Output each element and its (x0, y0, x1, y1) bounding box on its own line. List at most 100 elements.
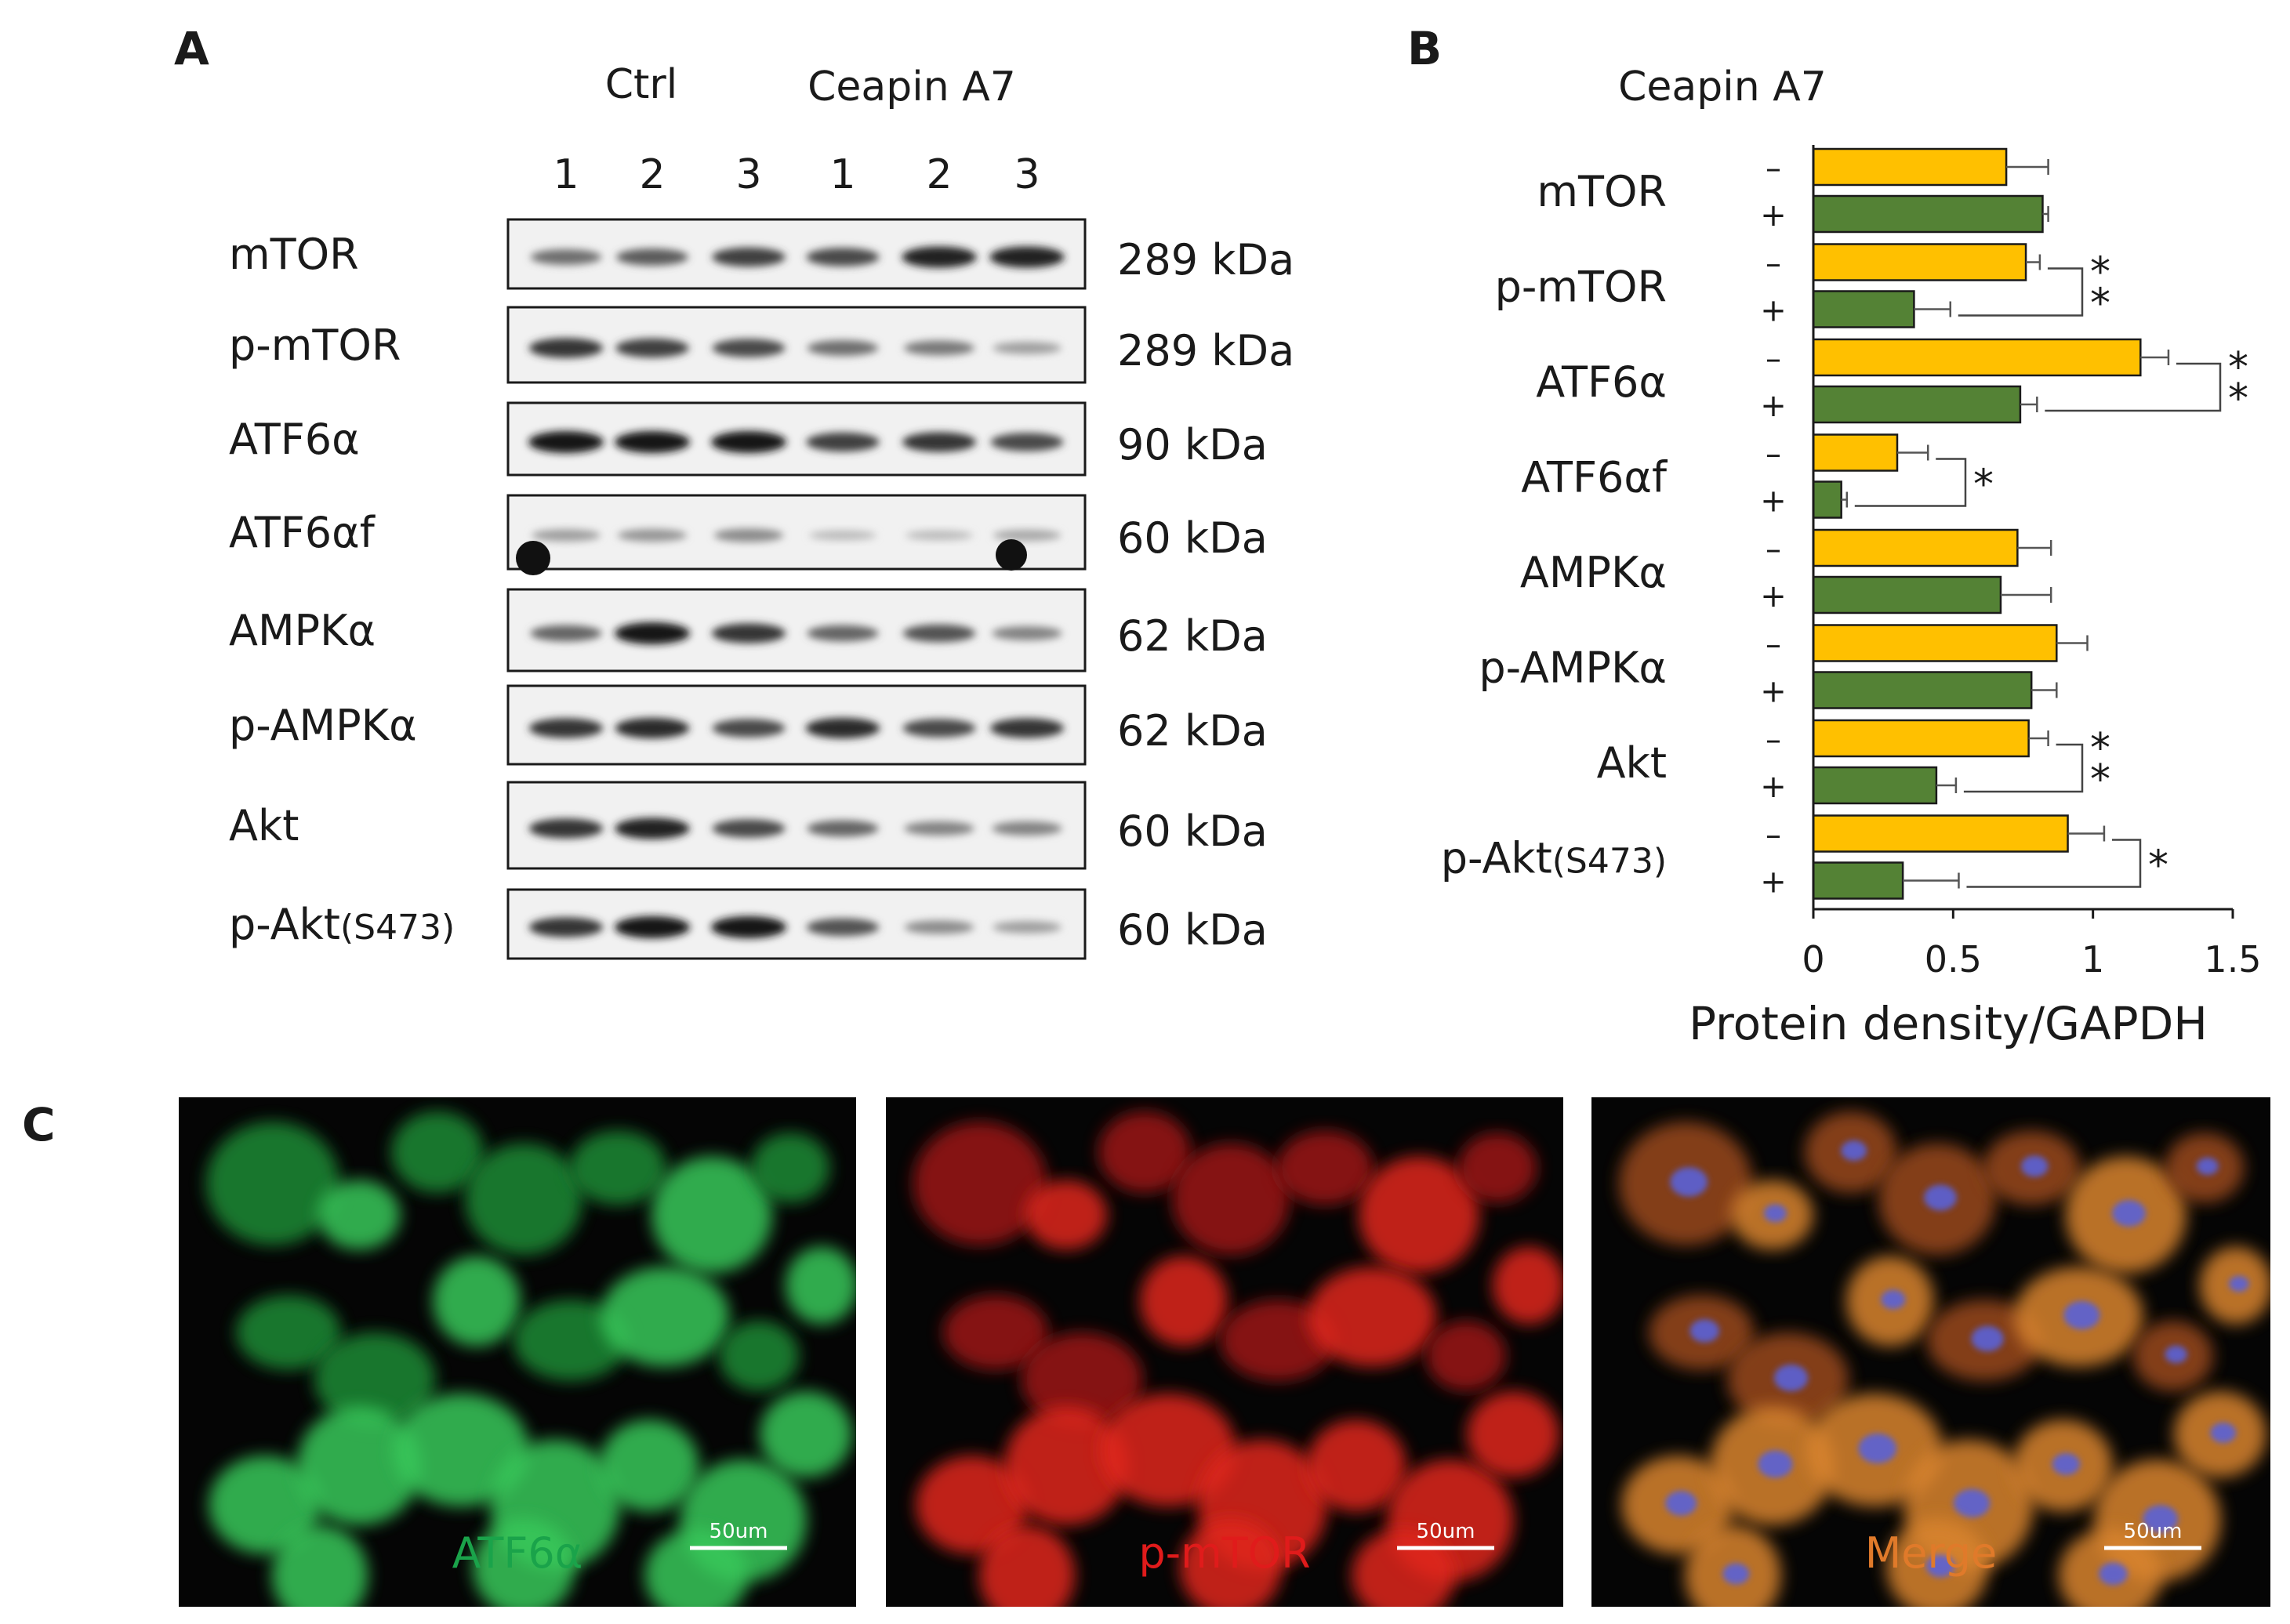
micrograph: ATF6α 50um (179, 1097, 856, 1607)
molecular-weight: 289 kDa (1117, 235, 1294, 285)
nucleus (2112, 1200, 2147, 1227)
molecular-weight: 60 kDa (1117, 513, 1268, 563)
blot-band (712, 247, 786, 267)
lane-number: 1 (553, 151, 579, 198)
blot-band (615, 431, 690, 453)
significance-bracket (1958, 267, 2084, 317)
cell (318, 1180, 401, 1250)
chart-axes: 0 0.5 1 1.5 (1802, 145, 2262, 981)
group-label-ctrl: Ctrl (605, 61, 678, 108)
molecular-weight: 60 kDa (1117, 905, 1268, 955)
protein-name-main: Akt (229, 801, 299, 850)
significance-marker: * * (2090, 249, 2110, 328)
significance-bracket (2045, 362, 2222, 412)
treatment-sign: – (1766, 722, 1781, 758)
bar (1812, 575, 2002, 614)
cell (978, 1524, 1076, 1607)
cell (433, 1256, 521, 1347)
bar (1812, 861, 1904, 900)
bar (1812, 766, 1938, 805)
significance-marker: * (2148, 843, 2168, 890)
blot-band (711, 916, 786, 938)
lane-number: 2 (926, 151, 952, 198)
molecular-weight: 60 kDa (1117, 807, 1268, 856)
cell (314, 1332, 436, 1426)
significance-star: * (2090, 756, 2110, 803)
blot-band (617, 528, 688, 542)
protein-name-main: ATF6α (229, 415, 360, 464)
blot-band (528, 431, 604, 453)
significance-star: * (2228, 375, 2248, 422)
protein-name-main: p-mTOR (229, 321, 401, 370)
treatment-sign: + (1760, 578, 1787, 614)
category-labels: mTOR p-mTOR ATF6α ATF6αf AMPKα p-AMPKα Akt p-Ak… (1441, 167, 1668, 883)
bar-series: –+–+* *–+* *–+ *–+–+–+* *–+ * (1760, 147, 2248, 901)
cell (473, 1518, 575, 1607)
cell (1180, 1518, 1282, 1607)
protein-name-main: p-AMPKα (229, 701, 417, 750)
bar (1812, 624, 2058, 662)
blot-strip (506, 888, 1087, 960)
blot-band (528, 818, 604, 839)
blot-band (904, 340, 974, 356)
nucleus (1881, 1289, 1906, 1310)
blot-band (805, 717, 880, 739)
scale-bar-text: 50um (2124, 1520, 2183, 1543)
blot-band (530, 625, 602, 642)
nucleus (2020, 1155, 2049, 1177)
cell (1140, 1256, 1228, 1347)
treatment-sign: + (1760, 198, 1787, 234)
blot-strip (506, 306, 1087, 384)
significance-marker: * * (2090, 725, 2110, 803)
category-label-main: AMPKα (1520, 548, 1667, 597)
bar (1812, 814, 2069, 853)
cell (1099, 1393, 1237, 1507)
nucleus (1925, 1554, 1955, 1578)
bar (1812, 433, 1899, 472)
protein-name: p-Akt(S473) (229, 900, 455, 949)
category-label: p-AMPKα (1479, 643, 1667, 693)
bar-chart-panel: Ceapin A7 mTOR p-mTOR ATF6α ATF6αf AMPKα p-AM… (1441, 63, 2262, 1050)
treatment-sign: + (1760, 484, 1787, 520)
chart-title: Ceapin A7 (1618, 63, 1827, 111)
protein-name: ATF6α (229, 415, 360, 464)
nucleus (2143, 1505, 2179, 1533)
cell (1457, 1133, 1537, 1203)
category-label-sub: (S473) (1552, 842, 1667, 882)
blot-band (615, 338, 689, 358)
cell (750, 1133, 830, 1203)
blot-band (902, 246, 977, 268)
blot-band (615, 817, 690, 839)
micrograph-panel: ATF6α 50um p-mTOR 50um Merge 50um (179, 1097, 2270, 1607)
category-label: ATF6αf (1521, 453, 1668, 502)
cell (209, 1455, 321, 1554)
molecular-weight: 90 kDa (1117, 420, 1268, 469)
blot-row: Akt 60 kDa (229, 781, 1268, 870)
treatment-sign: – (1766, 150, 1781, 187)
category-label: AMPKα (1520, 548, 1667, 597)
nucleus (1689, 1319, 1720, 1343)
treatment-sign: – (1766, 817, 1781, 854)
bar (1812, 719, 2030, 758)
blot-row: p-Akt(S473) 60 kDa (229, 888, 1268, 960)
treatment-sign: – (1766, 341, 1781, 377)
treatment-sign: + (1760, 388, 1787, 424)
blot-band (615, 717, 690, 739)
category-label: Akt (1597, 738, 1667, 788)
treatment-sign: + (1760, 769, 1787, 805)
blot-band (993, 529, 1062, 542)
treatment-sign: – (1766, 437, 1781, 473)
bar (1812, 385, 2022, 424)
cell (205, 1122, 340, 1245)
cell (942, 1295, 1049, 1370)
x-axis-label: Protein density/GAPDH (1689, 997, 2208, 1050)
cell (1003, 1406, 1129, 1525)
blot-band (532, 529, 601, 542)
nucleus (1665, 1491, 1697, 1516)
protein-name-sub: (S473) (340, 908, 455, 948)
treatment-sign: – (1766, 246, 1781, 282)
nucleus (2165, 1345, 2188, 1364)
cell (1492, 1246, 1563, 1325)
blot-band (806, 248, 880, 266)
blot-band (528, 718, 604, 738)
